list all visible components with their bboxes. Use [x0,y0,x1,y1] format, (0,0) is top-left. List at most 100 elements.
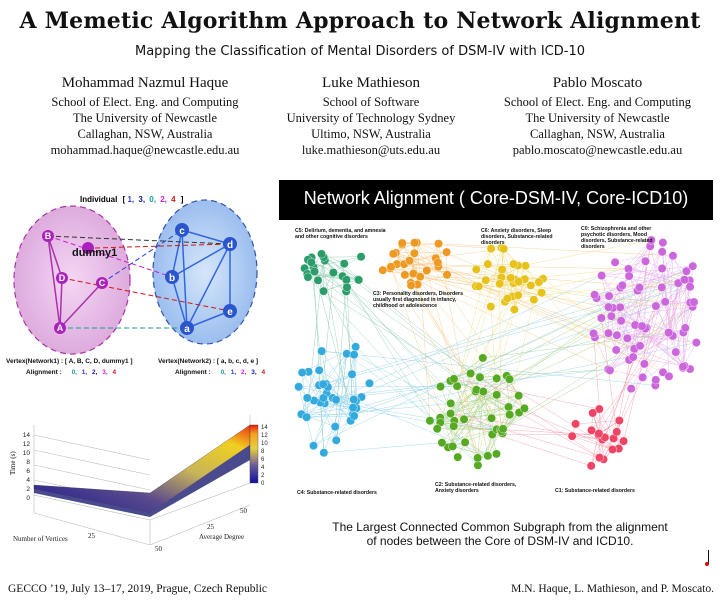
graph-node-c6 [509,305,519,314]
graph-edge [593,333,641,347]
network-alignment-title: Network Alignment ( Core-DSM-IV, Core-IC… [303,188,689,208]
y-axis-label: Average Degree [199,533,244,541]
graph-node-c2 [478,387,488,396]
graph-node-c2 [492,390,502,400]
graph-edge [662,242,684,368]
graph-node-c2 [436,382,445,392]
graph-node-c5 [317,249,326,259]
net1-node-dummy [82,242,94,254]
graph-node-c0 [628,352,638,362]
graph-node-c0 [651,301,661,311]
graph-edge [440,389,477,423]
graph-node-c3 [434,239,443,249]
z-axis-label: Time (s) [9,451,17,475]
graph-node-c2 [425,416,435,426]
graph-node-c5 [356,252,366,262]
network1-edges [47,235,103,329]
graph-edge [575,420,620,425]
graph-edge [479,307,614,378]
author-email: luke.mathieson@uts.edu.au [301,143,441,157]
graph-edge [644,255,674,364]
graph-edge [308,371,357,409]
graph-node-c4 [294,382,304,392]
net2-node-d [223,237,237,251]
graph-edge [572,435,613,450]
graph-node-c0 [589,329,598,338]
graph-edge [669,283,679,334]
graph-node-c3 [442,270,452,280]
author-affiliation: School of Elect. Eng. and Computing [51,95,239,109]
graph-edge [594,271,687,295]
graph-node-c0 [622,333,632,343]
colorbar [249,424,259,484]
graph-edge [301,399,354,415]
caption-line-1: The Largest Connected Common Subgraph fr… [332,520,668,534]
graph-edge [395,251,447,254]
author-name: Mohammad Nazmul Haque [61,75,229,91]
author-name: Luke Mathieson [322,75,420,91]
graph-node-c0 [668,251,678,261]
graph-node-c5 [303,272,313,282]
graph-node-c0 [635,341,645,351]
x-axis-label: Number of Vertices [13,535,68,543]
graph-node-c3 [405,256,414,266]
graph-node-c0 [658,238,668,247]
graph-edge [323,257,359,280]
graph-edge [358,279,481,378]
graph-edge [496,429,599,436]
graph-node-c3 [386,262,396,272]
graph-edge [450,391,476,414]
graph-node-c4 [351,342,361,352]
graph-node-c5 [310,267,319,276]
dummy-label: dummy1 [72,247,117,259]
svg-text:A: A [57,323,64,333]
graph-node-c0 [604,328,613,338]
graph-node-c6 [526,281,536,290]
graph-edge [601,306,693,319]
z-tick: 10 [23,450,31,457]
graph-node-c2 [473,453,483,463]
graph-edge [355,346,479,466]
graph-node-c2 [514,391,524,401]
graph-node-c6 [483,259,493,269]
graph-edge [496,378,613,450]
graph-node-c6 [513,290,523,300]
graph-edge [682,306,693,367]
graph-edge [479,377,600,458]
graph-node-c3 [406,280,416,290]
graph-edge [482,333,671,359]
cluster-label-c2: C2: Substance-related disorders, Anxiety … [435,482,517,494]
graph-node-c1 [614,416,624,425]
graph-edge [454,420,592,467]
graph-edge [453,265,693,380]
graph-node-c0 [646,235,656,245]
z-tick: 4 [26,477,30,484]
z-tick: 0 [26,495,30,502]
graph-node-c6 [486,244,496,254]
graph-node-c3 [415,272,425,282]
graph-node-c0 [682,266,691,276]
author-email: pablo.moscato@newcastle.edu.au [512,143,683,157]
graph-node-c2 [483,451,493,461]
svg-text:C: C [99,278,106,288]
graph-node-c1 [587,425,596,435]
graph-node-c6 [497,265,507,274]
graph-edge [633,356,685,367]
graph-edge [453,378,600,410]
graph-edge [450,413,603,440]
graph-node-c0 [671,347,681,357]
graph-node-c2 [437,438,447,448]
net1-node-d [56,272,68,284]
svg-text:b: b [169,273,175,284]
graph-node-c0 [685,282,695,292]
figure-caption: The Largest Connected Common Subgraph fr… [285,520,715,548]
net2-node-c [175,223,189,237]
graph-node-c0 [612,330,622,340]
graph-node-c5 [329,268,338,278]
graph-edge [352,301,666,415]
graph-node-c2 [492,374,502,383]
graph-node-c4 [319,393,328,403]
author-block-3: Pablo Moscato School of Elect. Eng. and … [480,72,715,158]
paper-subtitle: Mapping the Classification of Mental Dis… [135,44,585,59]
graph-edge [410,285,503,434]
